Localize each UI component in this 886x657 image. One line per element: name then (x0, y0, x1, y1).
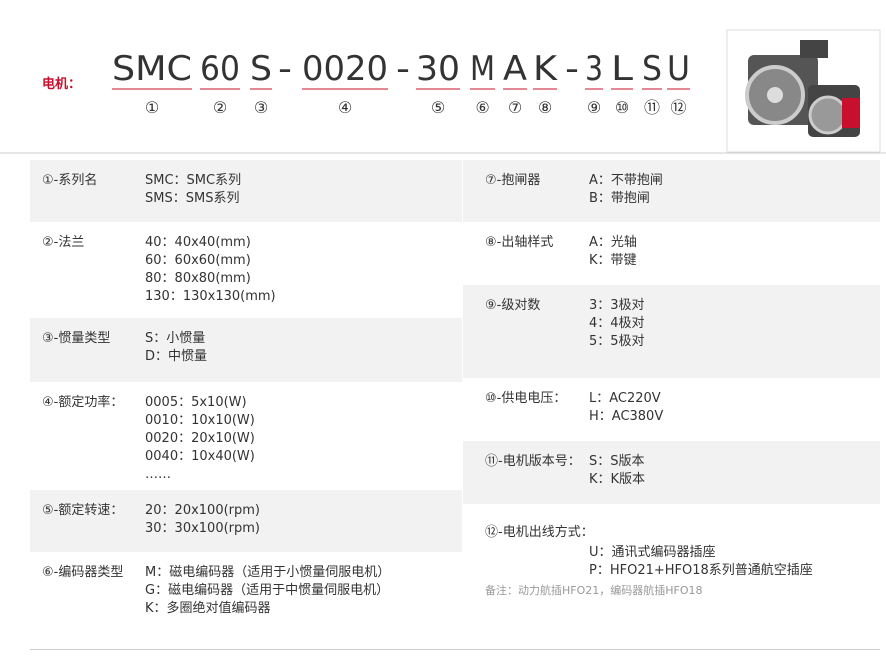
row-value: K：带键 (589, 253, 637, 268)
row-label: ⑤-额定转速： (42, 503, 124, 518)
table-row: ⑫-电机出线方式： U：通讯式编码器插座 P：HFO21+HFO18系列普通航空插座… (463, 504, 880, 618)
row-value: G：磁电编码器（适用于中惯量伺服电机） (145, 583, 390, 598)
table-row: ⑧-出轴样式 A：光轴 K：带键 (463, 222, 880, 285)
row-value: SMS：SMS系列 (145, 191, 240, 206)
segment-index: ② (213, 98, 227, 117)
row-label: ⑨-级对数 (485, 298, 541, 313)
code-segment: - (278, 49, 292, 89)
row-value: 60：60x60(mm) (145, 253, 251, 268)
row-value: 0010：10x10(W) (145, 413, 255, 428)
table-row: ⑤-额定转速： 20：20x100(rpm) 30：30x100(rpm) (30, 490, 462, 552)
row-label: ②-法兰 (42, 235, 85, 250)
table-row: ⑪-电机版本号： S：S版本 K：K版本 (463, 441, 880, 504)
table-row: ①-系列名 SMC：SMC系列 SMS：SMS系列 (30, 160, 462, 222)
row-value: 30：30x100(rpm) (145, 521, 260, 536)
row-value: 80：80x80(mm) (145, 271, 251, 286)
row-value: 4：4极对 (589, 316, 645, 331)
row-value: 0040：10x40(W) (145, 449, 255, 464)
row-value: A：光轴 (589, 235, 637, 250)
row-value: 5：5极对 (589, 334, 645, 349)
row-value: B：带抱闸 (589, 191, 650, 206)
code-segment: S (250, 49, 272, 89)
row-value: 40：40x40(mm) (145, 235, 251, 250)
row-value: 0020：20x10(W) (145, 431, 255, 446)
row-label: ①-系列名 (42, 173, 98, 188)
row-value: SMC：SMC系列 (145, 173, 242, 188)
code-segment: S (642, 49, 662, 89)
segment-index: ④ (338, 98, 352, 117)
code-segment: 60 (200, 49, 240, 89)
segment-index: ⑩ (615, 98, 629, 117)
row-value: 0005：5x10(W) (145, 395, 247, 410)
table-row: ③-惯量类型 S：小惯量 D：中惯量 (30, 318, 462, 382)
row-value: S：S版本 (589, 454, 645, 469)
row-value: U：通讯式编码器插座 (589, 545, 716, 560)
code-segment: K (533, 49, 559, 89)
row-value: 20：20x100(rpm) (145, 503, 260, 518)
table-row: ⑥-编码器类型 M：磁电编码器（适用于小惯量伺服电机） G：磁电编码器（适用于中惯量… (30, 552, 462, 630)
table-row: ⑦-抱闸器 A：不带抱闸 B：带抱闸 (463, 160, 880, 222)
row-value: M：磁电编码器（适用于小惯量伺服电机） (145, 565, 391, 580)
code-segment: U (667, 49, 690, 89)
code-segment: M (470, 49, 495, 89)
code-segment: 0020 (302, 49, 388, 89)
code-segment: - (396, 49, 410, 89)
row-label: ⑫-电机出线方式： (485, 525, 594, 540)
row-value: 3：3极对 (589, 298, 645, 313)
row-value: …… (145, 467, 171, 482)
segment-index: ⑧ (538, 98, 552, 117)
code-segment: 30 (416, 49, 460, 89)
row-value: K：多圈绝对值编码器 (145, 601, 271, 616)
segment-index: ⑤ (431, 98, 445, 117)
segment-index: ⑪ (644, 98, 660, 117)
motor-illustration (745, 40, 860, 137)
row-value: S：小惯量 (145, 331, 206, 346)
row-value: H：AC380V (589, 409, 664, 424)
segment-index: ⑫ (670, 98, 686, 117)
row-note: 备注：动力航插HFO21，编码器航插HFO18 (485, 584, 703, 597)
table-row: ④-额定功率： 0005：5x10(W) 0010：10x10(W) 0020：20x… (30, 382, 462, 490)
row-label: ⑪-电机版本号： (485, 454, 581, 469)
table-row: ⑨-级对数 3：3极对 4：4极对 5：5极对 (463, 285, 880, 378)
segment-index: ③ (254, 98, 268, 117)
row-label: ③-惯量类型 (42, 331, 111, 346)
code-segment: L (611, 49, 633, 89)
row-label: ⑥-编码器类型 (42, 565, 124, 580)
row-value: P：HFO21+HFO18系列普通航空插座 (589, 563, 813, 578)
row-value: 130：130x130(mm) (145, 289, 276, 304)
segment-index: ① (145, 98, 159, 117)
row-value: A：不带抱闸 (589, 173, 663, 188)
motor-label: 电机： (42, 76, 81, 92)
segment-index: ⑥ (475, 98, 489, 117)
code-segment: SMC (112, 49, 192, 89)
row-label: ⑧-出轴样式 (485, 235, 554, 250)
segment-index: ⑨ (587, 98, 601, 117)
code-segment: - (565, 49, 579, 89)
row-label: ⑩-供电电压： (485, 391, 567, 406)
row-label: ⑦-抱闸器 (485, 173, 541, 188)
row-value: D：中惯量 (145, 349, 208, 364)
code-segment: 3 (585, 49, 603, 89)
segment-index: ⑦ (508, 98, 522, 117)
row-label: ④-额定功率： (42, 395, 124, 410)
bottom-rule (30, 649, 880, 650)
row-value: L：AC220V (589, 391, 661, 406)
code-segment: A (503, 49, 527, 89)
table-row: ②-法兰 40：40x40(mm) 60：60x60(mm) 80：80x80(mm)… (30, 222, 462, 318)
row-value: K：K版本 (589, 472, 646, 487)
table-row: ⑩-供电电压： L：AC220V H：AC380V (463, 378, 880, 441)
